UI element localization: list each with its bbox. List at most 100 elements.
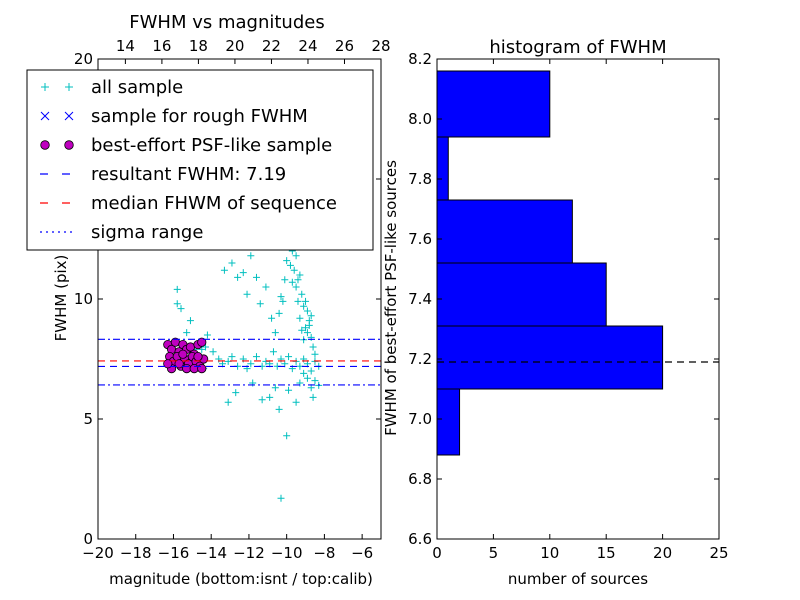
all-sample-point [300,302,308,310]
scatter-title: FWHM vs magnitudes [129,12,324,33]
all-sample-point [266,393,274,401]
hist-x-tick-label: 25 [709,544,728,562]
legend-entry: median FHWM of sequence [40,193,337,214]
all-sample-point [298,326,306,334]
top-x-tick-label: 14 [116,37,135,55]
histogram-bar [436,136,449,201]
x-tick-label: −18 [120,544,152,562]
all-sample-point [173,285,181,293]
y-tick-label: 0 [83,530,93,548]
all-sample-point [258,396,266,404]
all-sample-point [228,353,236,361]
all-sample-point [292,398,300,406]
all-sample-point [294,297,302,305]
all-sample-point [224,398,232,406]
best-effort-point [178,349,188,359]
best-effort-point [193,351,203,362]
histogram-title: histogram of FWHM [489,37,666,58]
hist-x-tick-label: 5 [489,544,499,562]
all-sample-point [290,266,298,274]
all-sample-point [283,257,291,265]
histogram-bar [436,388,461,456]
x-tick-label: −16 [158,544,190,562]
all-sample-point [303,307,311,315]
histogram-bar [436,70,551,138]
top-x-tick-label: 20 [225,37,244,55]
top-x-tick-label: 18 [189,37,208,55]
best-effort-point [197,363,207,374]
hist-y-tick-label: 7.6 [408,230,432,248]
best-effort-point [174,359,184,369]
all-sample-point [277,293,285,301]
all-sample-point [247,252,255,260]
hist-y-tick-label: 7.4 [408,290,432,308]
all-sample-point [296,314,304,322]
all-sample-point [275,309,283,317]
all-sample-point [232,389,240,397]
hist-x-tick-label: 10 [540,544,559,562]
y-tick-label: 5 [83,410,93,428]
all-sample-point [292,283,300,291]
legend-marker [40,140,50,150]
top-x-tick-label: 22 [262,37,281,55]
all-sample-point [294,276,302,284]
hist-y-tick-label: 6.8 [408,470,432,488]
all-sample-point [309,393,317,401]
all-sample-point [243,290,251,298]
hist-y-tick-label: 7.8 [408,170,432,188]
all-sample-point [256,300,264,308]
all-sample-point [311,377,319,385]
best-effort-point [182,363,192,374]
all-sample-point [247,360,255,368]
all-sample-point [302,324,310,332]
all-sample-point [228,259,236,267]
all-sample-point [279,297,287,305]
all-sample-point [298,290,306,298]
all-sample-point [262,283,270,291]
top-x-tick-label: 16 [152,37,171,55]
all-sample-point [303,329,311,337]
histogram-ylabel: FWHM of best-effort PSF-like sources [382,160,400,436]
legend: all sample sample for rough FWHM best-effo… [26,69,374,251]
all-sample-point [271,384,279,392]
all-sample-point [173,300,181,308]
all-sample-point [285,353,293,361]
top-x-tick-label: 28 [371,37,390,55]
all-sample-point [292,252,300,260]
all-sample-point [300,369,308,377]
all-sample-point [186,317,194,325]
y-tick-label: 20 [74,50,93,68]
legend-label: all sample [91,77,183,98]
all-sample-point [252,273,260,281]
x-tick-label: −10 [271,544,303,562]
all-sample-point [283,432,291,440]
top-x-tick-label: 24 [298,37,317,55]
all-sample-point [275,405,283,413]
all-sample-point [203,331,211,339]
all-sample-point [303,374,311,382]
y-tick-label: 10 [74,290,93,308]
legend-label: median FHWM of sequence [91,193,337,214]
all-sample-point [302,297,310,305]
top-x-tick-label: 26 [335,37,354,55]
hist-y-tick-label: 7.0 [408,410,432,428]
x-tick-label: −14 [195,544,227,562]
histogram-panel: 0 5 10 15 20 25 6.6 6.8 7.0 7.2 7.4 7.6 7.8 8.0 8.2 hi… [382,37,729,588]
hist-y-tick-label: 8.0 [408,110,432,128]
all-sample-point [296,271,304,279]
all-sample-point [220,266,228,274]
x-tick-label: −12 [233,544,265,562]
legend-marker [41,83,49,91]
legend-label: sigma range [91,222,203,243]
hist-y-tick-label: 6.6 [408,530,432,548]
legend-marker [65,83,73,91]
x-tick-label: −8 [313,544,335,562]
best-effort-point [189,363,199,374]
legend-entry: resultant FWHM: 7.19 [40,164,286,185]
x-tick-label: −20 [82,544,114,562]
legend-marker [64,140,74,150]
all-sample-point [285,386,293,394]
all-sample-point [288,278,296,286]
all-sample-point [277,494,285,502]
